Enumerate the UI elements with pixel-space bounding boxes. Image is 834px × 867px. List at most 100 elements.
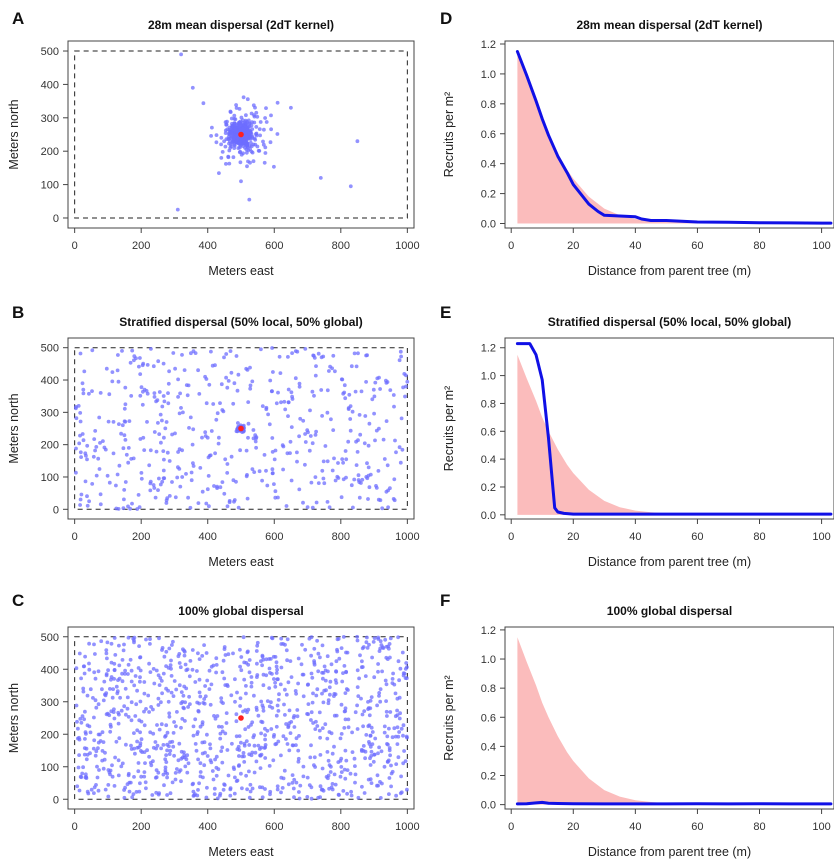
recruit-point (93, 652, 97, 656)
recruit-point (182, 653, 187, 658)
scatter-panel-b: Stratified dispersal (50% local, 50% glo… (7, 303, 420, 569)
recruit-point (170, 643, 174, 647)
recruit-point (194, 748, 199, 753)
recruit-point (79, 720, 84, 725)
recruit-point (221, 658, 226, 663)
recruit-point (137, 364, 141, 369)
recruit-point (151, 364, 156, 369)
recruit-point (334, 659, 339, 664)
recruit-point (310, 675, 315, 680)
recruit-point (257, 127, 262, 131)
recruit-point (122, 704, 127, 709)
recruit-point (376, 635, 381, 640)
recruit-point (125, 782, 130, 787)
recruit-point (109, 641, 114, 646)
recruit-point (242, 138, 246, 143)
recruit-point (328, 364, 332, 369)
recruit-point (186, 705, 191, 709)
recruit-point (182, 753, 187, 758)
recruit-point (147, 463, 152, 468)
recruit-point (85, 693, 90, 698)
recruit-point (242, 660, 247, 665)
recruit-point (270, 471, 275, 475)
recruit-point (290, 781, 295, 785)
recruit-point (197, 701, 202, 706)
recruit-point (310, 505, 315, 510)
recruit-point (331, 353, 336, 358)
recruit-point (219, 135, 224, 140)
recruit-point (264, 120, 269, 124)
recruit-point (242, 760, 247, 764)
recruit-point (128, 506, 133, 511)
recruit-point (247, 197, 252, 202)
line-panel-e: Stratified dispersal (50% local, 50% glo… (440, 303, 834, 569)
recruit-point (231, 155, 236, 160)
recruit-point (101, 766, 106, 771)
y-tick-label: 1.2 (481, 625, 496, 637)
recruit-point (259, 347, 263, 352)
recruit-point (273, 684, 278, 689)
recruit-point (258, 766, 263, 770)
recruit-point (166, 391, 170, 395)
recruit-point (145, 363, 150, 367)
recruit-point (269, 113, 273, 118)
recruit-point (112, 707, 116, 712)
recruit-point (329, 662, 334, 667)
recruit-point (342, 767, 347, 772)
recruit-point (315, 724, 320, 728)
recruit-point (290, 351, 294, 355)
recruit-point (188, 505, 193, 510)
recruit-point (309, 710, 314, 715)
recruit-point (115, 472, 120, 477)
recruit-point (403, 667, 408, 671)
recruit-point (77, 441, 82, 446)
recruit-point (93, 698, 98, 703)
recruit-point (385, 463, 390, 468)
recruit-point (134, 702, 139, 707)
recruit-point (270, 467, 275, 472)
recruit-point (263, 145, 268, 150)
recruit-point (149, 763, 154, 768)
recruit-point (305, 683, 310, 687)
x-tick-label: 800 (332, 240, 350, 252)
recruit-point (160, 479, 165, 484)
recruit-point (212, 786, 217, 791)
recruit-point (338, 736, 343, 741)
recruit-point (284, 722, 288, 726)
recruit-point (261, 705, 266, 710)
recruit-point (239, 152, 244, 157)
recruit-point (155, 723, 159, 727)
recruit-point (311, 721, 315, 725)
y-tick-label: 1.2 (481, 343, 496, 355)
recruit-point (170, 432, 175, 437)
recruit-point (289, 675, 294, 679)
recruit-point (370, 742, 375, 746)
recruit-point (256, 148, 261, 153)
recruit-point (203, 374, 208, 379)
recruit-point (314, 364, 318, 368)
recruit-point (93, 753, 98, 758)
y-tick-label: 100 (41, 180, 59, 192)
recruit-point (354, 463, 359, 467)
recruit-point (123, 672, 127, 676)
y-tick-label: 1.0 (481, 69, 496, 81)
recruit-point (314, 500, 319, 505)
recruit-point (343, 691, 348, 695)
recruit-point (382, 764, 387, 769)
recruit-point (315, 687, 320, 692)
recruit-point (133, 674, 138, 678)
recruit-point (394, 762, 399, 766)
recruit-point (384, 709, 389, 714)
recruit-point (148, 670, 153, 674)
recruit-point (130, 348, 135, 353)
recruit-point (245, 710, 249, 715)
recruit-point (233, 677, 237, 682)
recruit-point (196, 368, 201, 373)
recruit-point (310, 389, 315, 394)
recruit-point (80, 432, 85, 436)
y-tick-label: 0 (53, 504, 59, 516)
recruit-point (116, 710, 121, 715)
y-tick-label: 300 (41, 407, 59, 419)
recruit-point (173, 495, 178, 500)
recruit-point (388, 710, 393, 714)
